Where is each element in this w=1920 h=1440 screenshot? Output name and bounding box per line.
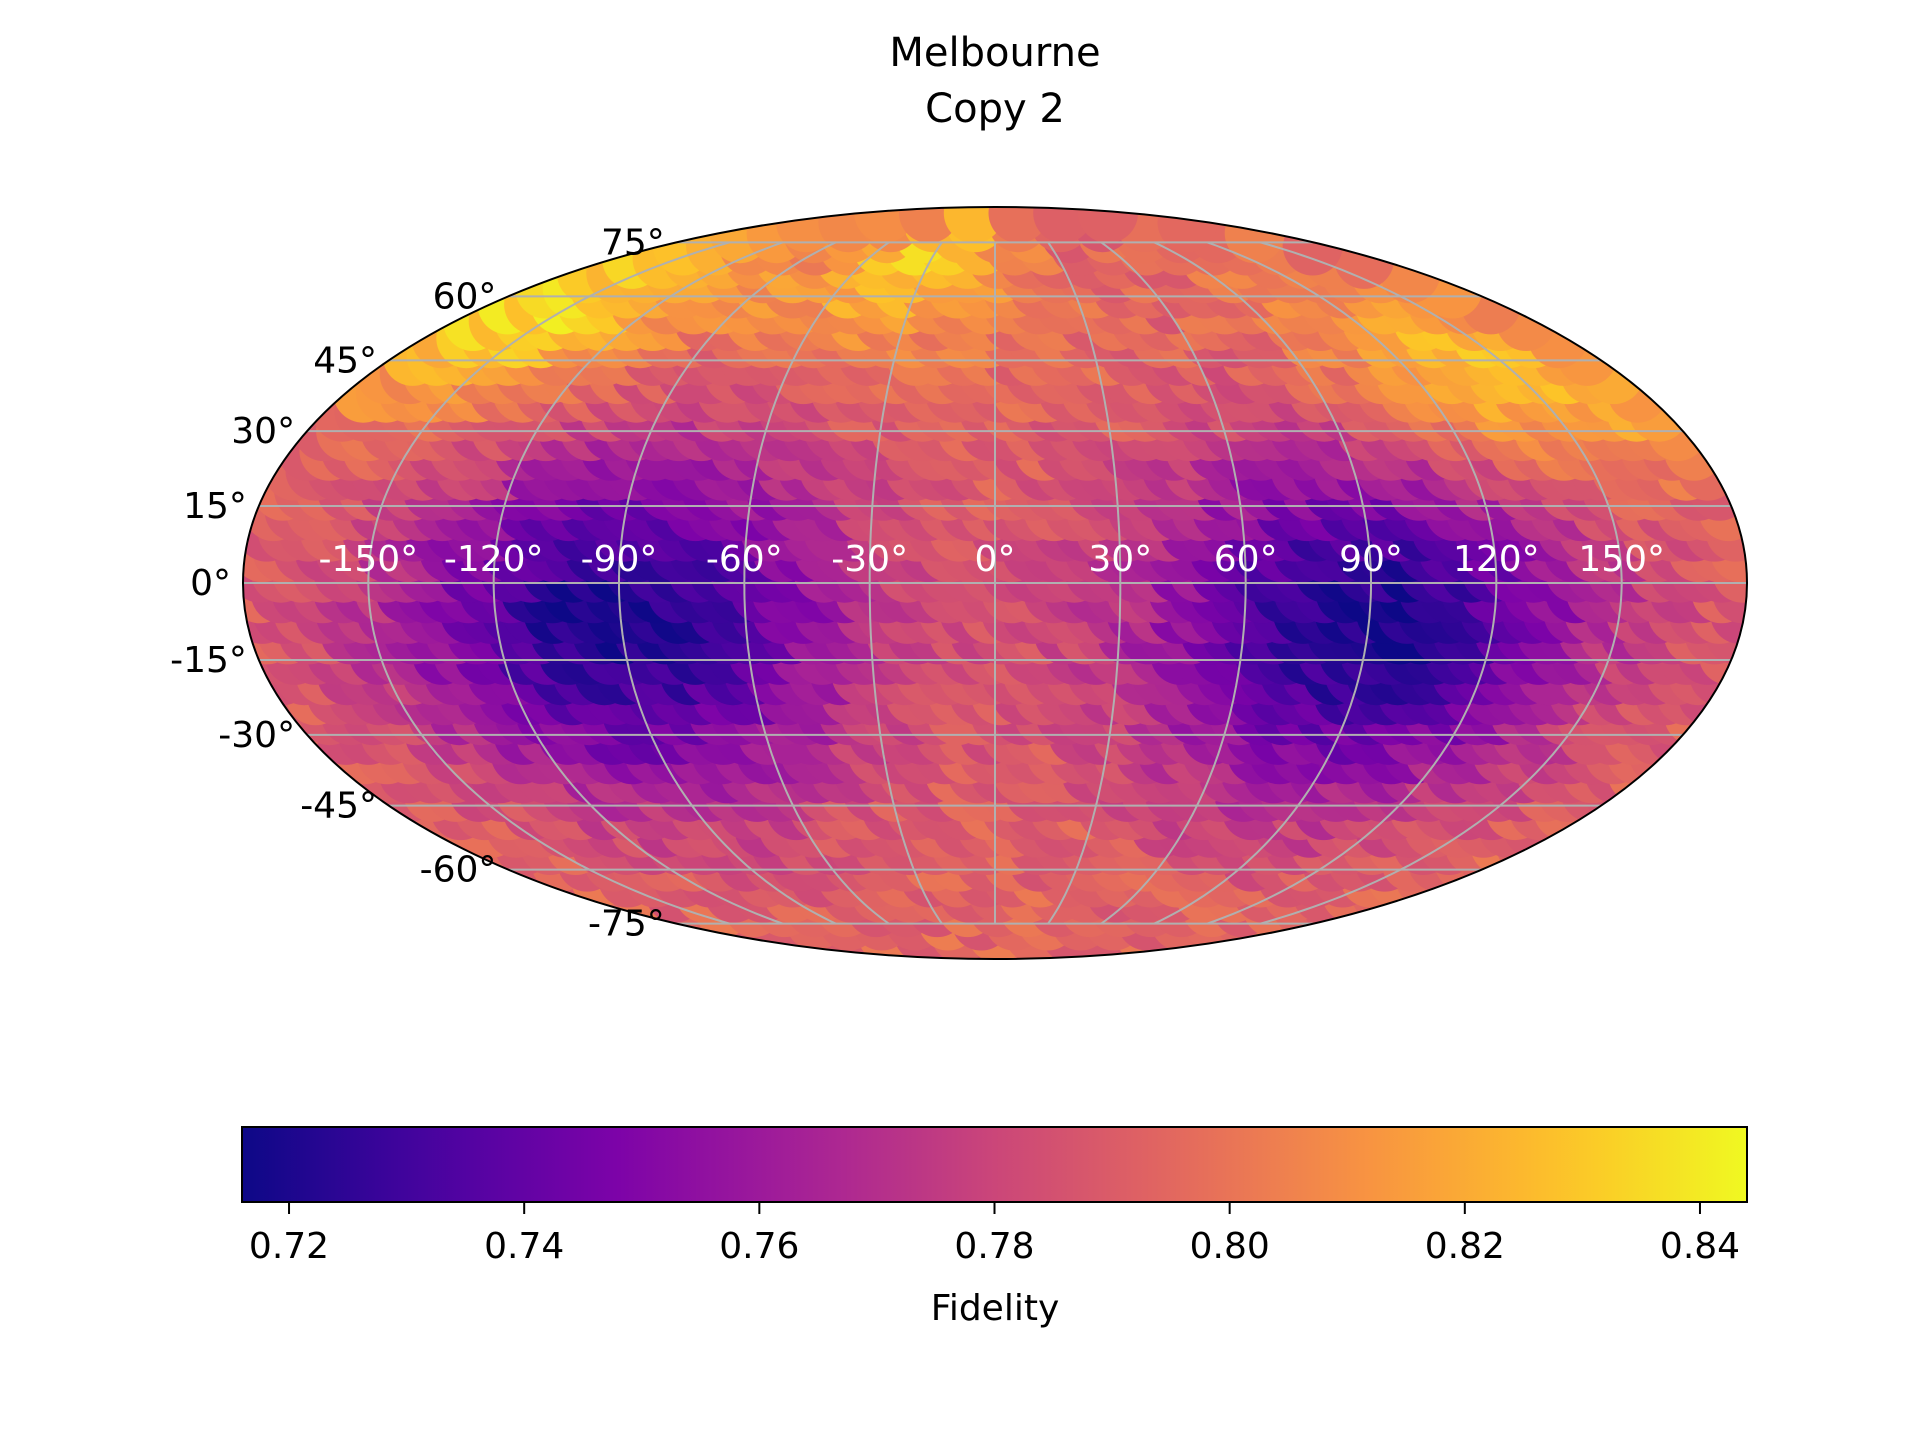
longitude-tick-labels: -150° -120° -90° -60° -30° 0° 30° 60° 90° 120° 150…: [318, 539, 1665, 580]
latitude-tick-label: 75°: [601, 222, 665, 263]
colorbar-tick-label: 0.80: [1190, 1226, 1270, 1267]
longitude-tick-label: -90°: [581, 539, 658, 580]
latitude-tick-label: 15°: [183, 486, 247, 527]
map-cell: [899, 207, 959, 243]
longitude-tick-label: 0°: [975, 539, 1016, 580]
colorbar-label: Fidelity: [931, 1288, 1060, 1329]
map-gridlines: [243, 241, 1747, 925]
map-outline: [242, 206, 1748, 960]
map-cell: [1033, 207, 1094, 243]
colorbar-tick-label: 0.82: [1425, 1226, 1505, 1267]
colorbar-tick-label: 0.74: [484, 1226, 564, 1267]
longitude-tick-label: -150°: [318, 539, 418, 580]
latitude-tick-labels: 75° 60° 45° 30° 15° 0° -15° -30°-45° -60° -75°: [170, 222, 665, 944]
latitude-tick-label: 30°: [231, 411, 295, 452]
colorbar-tick-label: 0.76: [719, 1226, 799, 1267]
longitude-tick-label: -30°: [831, 539, 908, 580]
latitude-tick-label: 45°: [313, 340, 377, 381]
longitude-tick-label: 30°: [1088, 539, 1152, 580]
latitude-tick-label: 60°: [433, 276, 497, 317]
colorbar-tick-label: 0.72: [249, 1226, 329, 1267]
map-cell: [1078, 207, 1138, 243]
longitude-tick-label: -120°: [444, 539, 544, 580]
latitude-tick-label: -30°: [218, 715, 295, 756]
colorbar-ticks: 0.72 0.74 0.76 0.78 0.80 0.82 0.84: [249, 1202, 1740, 1267]
latitude-tick-label: -15°: [170, 640, 247, 681]
longitude-tick-label: 60°: [1214, 539, 1278, 580]
colorbar: [241, 1126, 1748, 1203]
map-cell: [988, 207, 1049, 243]
chart-title-line-2: Copy 2: [925, 86, 1065, 132]
latitude-tick-label: -45°: [300, 786, 377, 827]
map-cell: [854, 207, 915, 243]
colorbar-tick-label: 0.84: [1660, 1226, 1740, 1267]
colorbar-tick-label: 0.78: [954, 1226, 1034, 1267]
chart-title-line-1: Melbourne: [889, 30, 1100, 76]
latitude-tick-label: -75°: [588, 904, 665, 945]
longitude-tick-label: -60°: [706, 539, 783, 580]
latitude-tick-label: 0°: [190, 563, 231, 604]
map-cell: [943, 207, 1004, 243]
latitude-tick-label: -60°: [420, 850, 497, 891]
longitude-tick-label: 120°: [1453, 539, 1540, 580]
longitude-tick-label: 150°: [1578, 539, 1665, 580]
longitude-tick-label: 90°: [1339, 539, 1403, 580]
